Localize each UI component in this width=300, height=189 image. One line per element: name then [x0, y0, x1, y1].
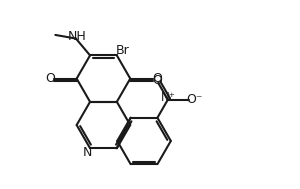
Text: Br: Br	[116, 44, 130, 57]
Text: O⁻: O⁻	[186, 93, 202, 106]
Text: N⁺: N⁺	[160, 91, 175, 104]
Text: O: O	[152, 72, 162, 85]
Text: O: O	[152, 74, 162, 87]
Text: NH: NH	[68, 30, 87, 43]
Text: O: O	[45, 72, 55, 85]
Text: N: N	[83, 146, 92, 159]
